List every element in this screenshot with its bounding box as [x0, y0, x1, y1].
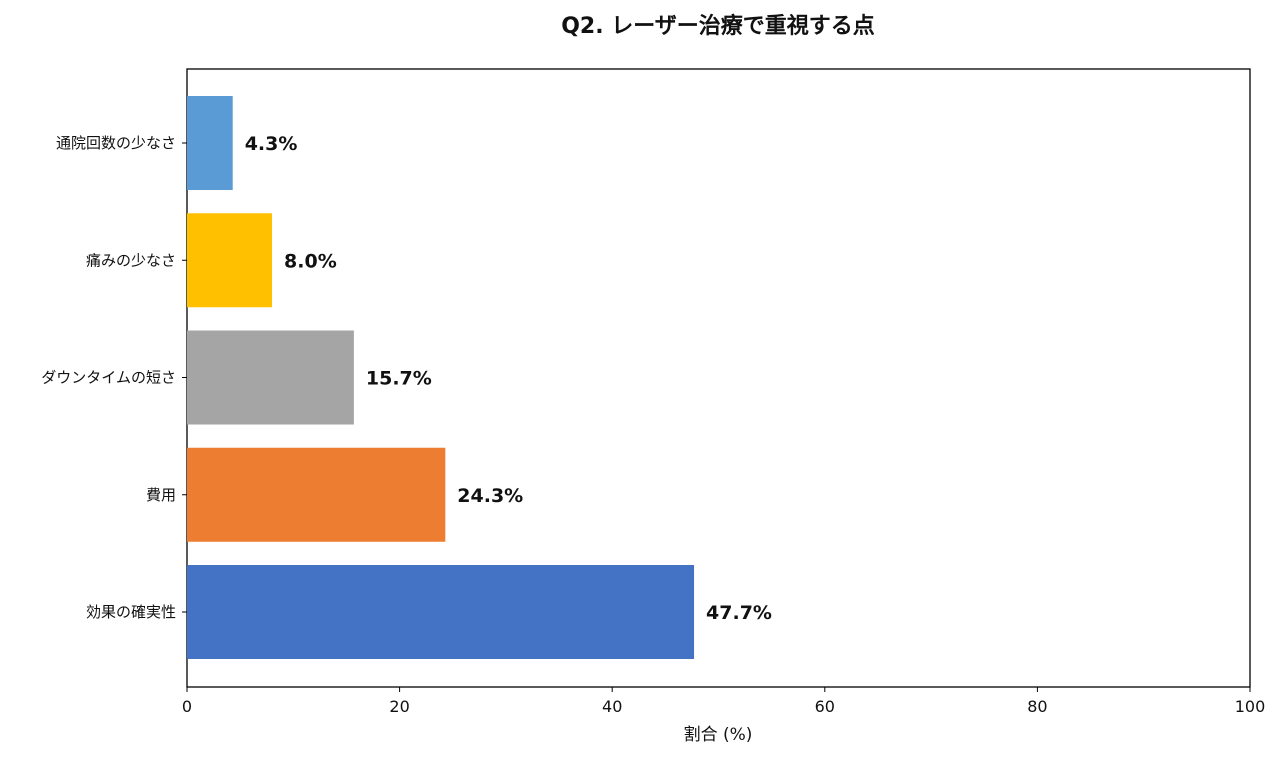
data-label: 47.7%: [706, 602, 772, 624]
category-label: 効果の確実性: [86, 603, 176, 621]
x-tick-label: 100: [1235, 697, 1266, 716]
x-tick-label: 40: [602, 697, 622, 716]
category-label: ダウンタイムの短さ: [41, 369, 176, 387]
bar: [187, 330, 354, 425]
category-label: 通院回数の少なさ: [56, 134, 176, 152]
x-axis: 0 20 40 60 80 100: [182, 687, 1265, 716]
bar: [187, 565, 695, 659]
x-tick-label: 60: [815, 697, 835, 716]
data-labels: 4.3% 8.0% 15.7% 24.3% 47.7%: [245, 133, 772, 624]
bar: [187, 213, 273, 308]
category-label: 痛みの少なさ: [86, 251, 176, 269]
x-tick-label: 20: [389, 697, 409, 716]
bar: [187, 96, 233, 190]
x-tick-label: 0: [182, 697, 192, 716]
bar: [187, 447, 446, 542]
chart-title: Q2. レーザー治療で重視する点: [561, 13, 875, 39]
data-label: 8.0%: [284, 250, 337, 272]
data-label: 24.3%: [457, 485, 523, 507]
x-axis-label: 割合 (%): [684, 725, 753, 745]
data-label: 15.7%: [366, 368, 432, 390]
bars-group: [187, 96, 695, 659]
x-tick-label: 80: [1027, 697, 1047, 716]
data-label: 4.3%: [245, 133, 298, 155]
category-label: 費用: [146, 486, 176, 504]
